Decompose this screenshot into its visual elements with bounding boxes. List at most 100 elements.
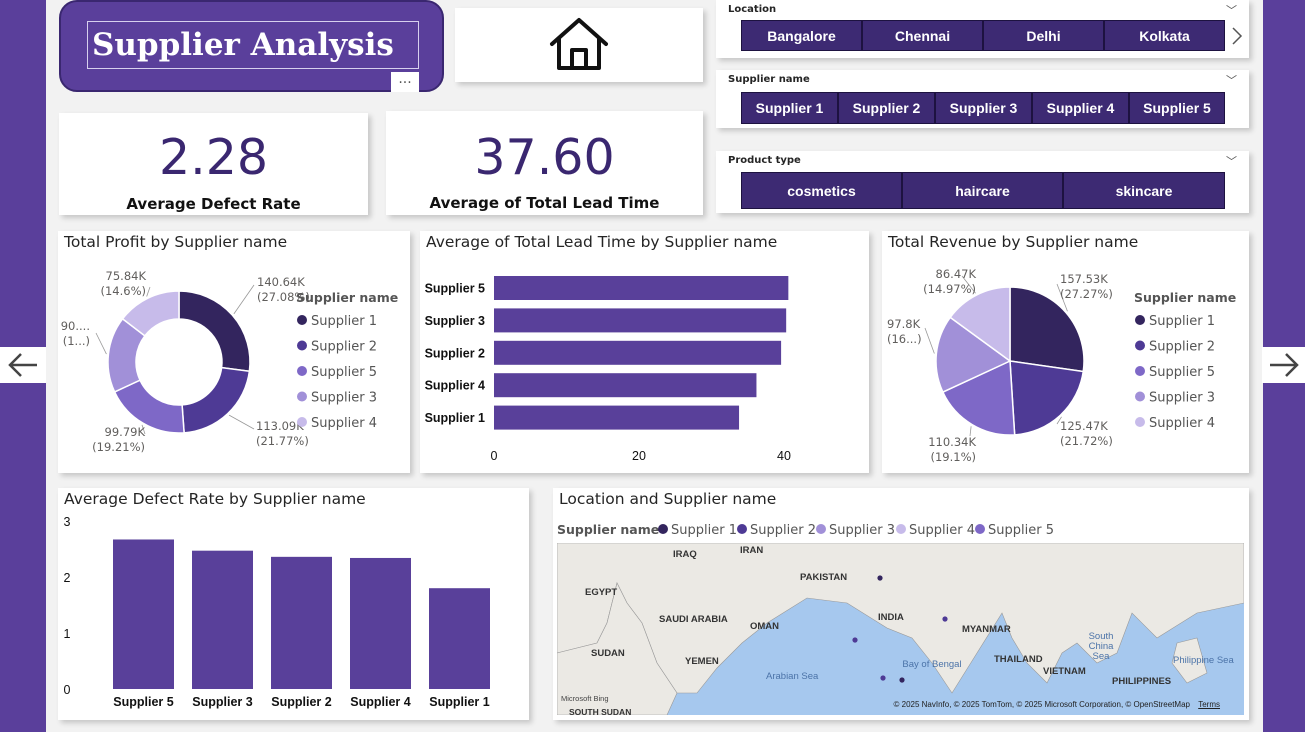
legend-item[interactable]: Supplier 3 xyxy=(1149,391,1215,406)
supplier-chip-2[interactable]: Supplier 2 xyxy=(838,92,935,124)
legend-item[interactable]: Supplier 3 xyxy=(311,391,377,406)
country-label: SAUDI ARABIA xyxy=(659,614,728,625)
legend-marker[interactable] xyxy=(737,524,747,534)
map-point[interactable] xyxy=(852,637,858,643)
pie-slice[interactable] xyxy=(121,290,180,337)
pie-slice[interactable] xyxy=(941,359,1016,436)
bar[interactable] xyxy=(494,373,757,398)
leader-line xyxy=(1056,416,1062,425)
legend-marker[interactable] xyxy=(1135,417,1145,427)
leader-line xyxy=(146,286,151,297)
bar[interactable] xyxy=(494,308,787,333)
product-skincare[interactable]: skincare xyxy=(1063,172,1225,209)
data-label: 99.79K xyxy=(105,425,146,439)
pie-slice[interactable] xyxy=(935,316,1012,394)
lead-time-bar-chart: Supplier 5 Supplier 3 Supplier 2 Supplier 4… xyxy=(425,276,791,463)
chevron-down-icon[interactable]: ﹀ xyxy=(1226,4,1237,17)
legend-marker[interactable] xyxy=(1135,340,1145,351)
supplier-chip-1[interactable]: Supplier 1 xyxy=(741,92,838,124)
location-bangalore[interactable]: Bangalore xyxy=(741,20,862,51)
legend-marker[interactable] xyxy=(1135,391,1145,402)
bar[interactable] xyxy=(192,550,253,689)
tick-label: 1 xyxy=(64,627,71,641)
legend-item[interactable]: Supplier 5 xyxy=(988,523,1054,538)
category-label: Supplier 5 xyxy=(113,695,173,709)
previous-page-button[interactable] xyxy=(0,347,46,383)
legend-item[interactable]: Supplier 4 xyxy=(909,523,975,538)
chevron-down-icon[interactable]: ﹀ xyxy=(1226,74,1237,87)
legend-marker[interactable] xyxy=(896,524,906,534)
location-delhi[interactable]: Delhi xyxy=(983,20,1104,51)
leader-line xyxy=(233,284,255,315)
chevron-down-icon[interactable]: ﹀ xyxy=(1226,155,1237,168)
leader-line xyxy=(961,275,976,294)
supplier-slicer: Supplier name ﹀ Supplier 1 Supplier 2 Su… xyxy=(716,70,1249,128)
legend-item[interactable]: Supplier 5 xyxy=(1149,365,1215,380)
data-label: 113.09K xyxy=(256,419,304,433)
leader-line xyxy=(924,327,935,354)
home-button[interactable] xyxy=(455,8,703,82)
map-point[interactable] xyxy=(877,575,883,581)
product-cosmetics[interactable]: cosmetics xyxy=(741,172,902,209)
legend-marker[interactable] xyxy=(658,524,668,534)
legend-marker[interactable] xyxy=(1135,366,1145,376)
legend-marker[interactable] xyxy=(297,391,307,402)
legend-item[interactable]: Supplier 3 xyxy=(829,523,895,538)
legend-item[interactable]: Supplier 1 xyxy=(1149,314,1215,329)
pie-slice[interactable] xyxy=(1009,286,1085,373)
data-label-percent: (21.77%) xyxy=(256,434,309,448)
country-label: THAILAND xyxy=(994,654,1043,665)
product-haircare[interactable]: haircare xyxy=(902,172,1063,209)
legend-item[interactable]: Supplier 2 xyxy=(750,523,816,538)
legend-item[interactable]: Supplier 1 xyxy=(671,523,737,538)
map-point[interactable] xyxy=(880,675,886,681)
lead-time-chart-title: Average of Total Lead Time by Supplier n… xyxy=(426,233,778,251)
tick-label: 3 xyxy=(64,515,71,529)
legend-marker[interactable] xyxy=(297,366,307,376)
product-slicer-title: Product type xyxy=(728,155,801,166)
legend-marker[interactable] xyxy=(297,340,307,351)
map-legend: Supplier name Supplier 1 Supplier 2 Supplie… xyxy=(557,522,1054,538)
pie-slice[interactable] xyxy=(949,286,1011,363)
bing-logo: Microsoft Bing xyxy=(561,694,609,703)
legend-marker[interactable] xyxy=(297,315,307,325)
legend-marker[interactable] xyxy=(297,417,307,427)
legend-item[interactable]: Supplier 4 xyxy=(1149,416,1215,431)
more-options-button[interactable]: ... xyxy=(391,72,419,92)
terms-link[interactable]: Terms xyxy=(1198,700,1220,709)
bar[interactable] xyxy=(350,557,411,689)
bar[interactable] xyxy=(494,276,789,300)
pie-slice[interactable] xyxy=(178,290,251,373)
bar[interactable] xyxy=(494,405,740,430)
location-kolkata[interactable]: Kolkata xyxy=(1104,20,1225,51)
bar[interactable] xyxy=(494,340,782,365)
pie-slice[interactable] xyxy=(1009,360,1085,436)
legend-item[interactable]: Supplier 1 xyxy=(311,314,377,329)
legend-item[interactable]: Supplier 4 xyxy=(311,416,377,431)
arrow-left-icon xyxy=(8,353,37,377)
map-point[interactable] xyxy=(942,616,948,622)
supplier-chip-3[interactable]: Supplier 3 xyxy=(935,92,1032,124)
pie-slice[interactable] xyxy=(181,366,251,434)
product-type-slicer: Product type ﹀ cosmetics haircare skinca… xyxy=(716,151,1249,213)
category-label: Supplier 2 xyxy=(425,346,485,360)
supplier-chip-5[interactable]: Supplier 5 xyxy=(1129,92,1225,124)
map-area[interactable]: IRAQ IRAN PAKISTAN EGYPT SAUDI ARABIA OM… xyxy=(557,543,1244,715)
chevron-right-icon[interactable] xyxy=(1230,25,1244,47)
title-card: Supplier Analysis ... xyxy=(59,0,444,92)
legend-marker[interactable] xyxy=(816,524,826,534)
legend-title: Supplier name xyxy=(557,522,659,537)
bar[interactable] xyxy=(429,588,490,689)
legend-item[interactable]: Supplier 2 xyxy=(1149,340,1215,355)
legend-marker[interactable] xyxy=(975,524,985,534)
location-chennai[interactable]: Chennai xyxy=(862,20,983,51)
legend-item[interactable]: Supplier 2 xyxy=(311,340,377,355)
legend-marker[interactable] xyxy=(1135,315,1145,325)
supplier-chip-4[interactable]: Supplier 4 xyxy=(1032,92,1129,124)
bar[interactable] xyxy=(113,539,174,689)
category-label: Supplier 2 xyxy=(271,695,331,709)
bar[interactable] xyxy=(271,556,332,689)
next-page-button[interactable] xyxy=(1262,347,1305,383)
map-point[interactable] xyxy=(899,677,905,683)
legend-item[interactable]: Supplier 5 xyxy=(311,365,377,380)
